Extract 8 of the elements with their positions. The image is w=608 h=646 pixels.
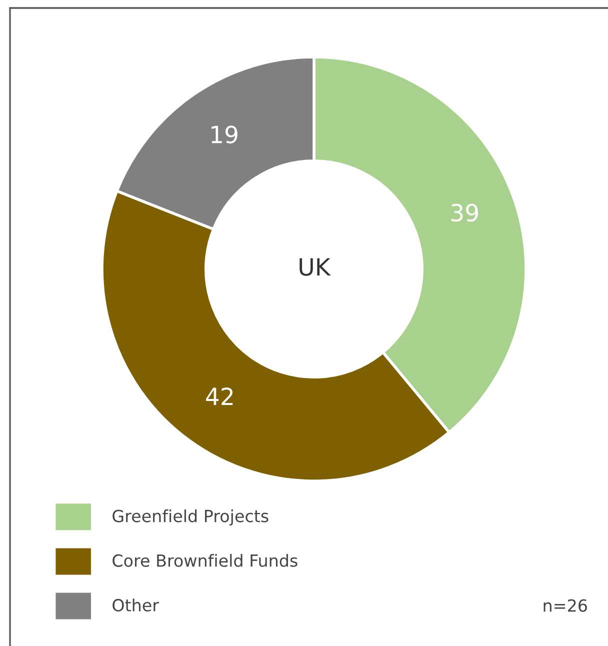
text: n=26: [544, 599, 587, 612]
text: UK: [300, 258, 331, 276]
legend-label: Other: [112, 598, 159, 612]
legend-label: Core Brownfield Funds: [112, 554, 298, 567]
legend-label: Greenfield Projects: [112, 509, 268, 526]
data-label: 19: [212, 126, 238, 144]
data-label: 39: [451, 204, 478, 222]
data-label: 42: [206, 387, 233, 406]
